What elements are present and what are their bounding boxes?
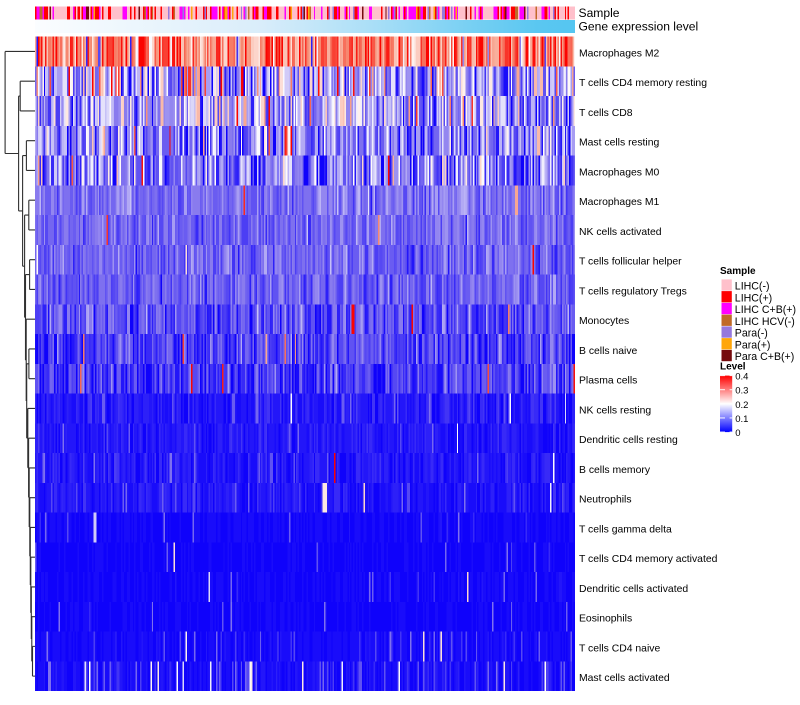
svg-text:Dendritic cells resting: Dendritic cells resting xyxy=(579,435,678,446)
svg-text:LIHC(+): LIHC(+) xyxy=(735,292,772,304)
svg-text:Macrophages M1: Macrophages M1 xyxy=(579,197,660,208)
svg-text:Para C+B(+): Para C+B(+) xyxy=(735,351,794,363)
svg-text:LIHC(-): LIHC(-) xyxy=(735,281,770,293)
svg-text:T cells CD4 naive: T cells CD4 naive xyxy=(579,643,660,654)
svg-text:NK cells activated: NK cells activated xyxy=(579,227,662,238)
svg-text:T cells CD4 memory activated: T cells CD4 memory activated xyxy=(579,554,718,565)
svg-text:Macrophages M0: Macrophages M0 xyxy=(579,168,660,179)
svg-text:B cells memory: B cells memory xyxy=(579,465,651,476)
svg-text:T cells regulatory Tregs: T cells regulatory Tregs xyxy=(579,286,687,297)
svg-text:Level: Level xyxy=(720,361,746,372)
svg-text:Gene expression level: Gene expression level xyxy=(579,19,699,33)
svg-text:Mast cells activated: Mast cells activated xyxy=(579,673,670,684)
svg-text:0: 0 xyxy=(735,428,740,439)
svg-text:0.4: 0.4 xyxy=(735,372,748,383)
svg-text:T cells CD8: T cells CD8 xyxy=(579,108,633,119)
svg-text:LIHC HCV(-): LIHC HCV(-) xyxy=(735,316,795,328)
svg-text:NK cells resting: NK cells resting xyxy=(579,405,651,416)
svg-text:0.2: 0.2 xyxy=(735,400,748,411)
svg-text:0.1: 0.1 xyxy=(735,414,748,425)
svg-text:Macrophages M2: Macrophages M2 xyxy=(579,49,660,60)
svg-text:Eosinophils: Eosinophils xyxy=(579,614,632,625)
svg-text:T cells CD4 memory resting: T cells CD4 memory resting xyxy=(579,78,707,89)
svg-text:Para(+): Para(+) xyxy=(735,339,771,351)
svg-text:Sample: Sample xyxy=(579,6,620,20)
svg-text:Para(-): Para(-) xyxy=(735,328,768,340)
svg-text:T cells follicular helper: T cells follicular helper xyxy=(579,257,682,268)
svg-text:Neutrophils: Neutrophils xyxy=(579,495,632,506)
svg-text:Dendritic cells activated: Dendritic cells activated xyxy=(579,584,688,595)
svg-text:Plasma cells: Plasma cells xyxy=(579,376,637,387)
svg-text:Mast cells resting: Mast cells resting xyxy=(579,138,659,149)
svg-text:Monocytes: Monocytes xyxy=(579,316,629,327)
svg-text:Sample: Sample xyxy=(720,266,756,277)
svg-text:B cells naive: B cells naive xyxy=(579,346,638,357)
svg-text:LIHC C+B(+): LIHC C+B(+) xyxy=(735,304,796,316)
svg-text:0.3: 0.3 xyxy=(735,386,748,397)
svg-text:T cells gamma delta: T cells gamma delta xyxy=(579,524,672,535)
